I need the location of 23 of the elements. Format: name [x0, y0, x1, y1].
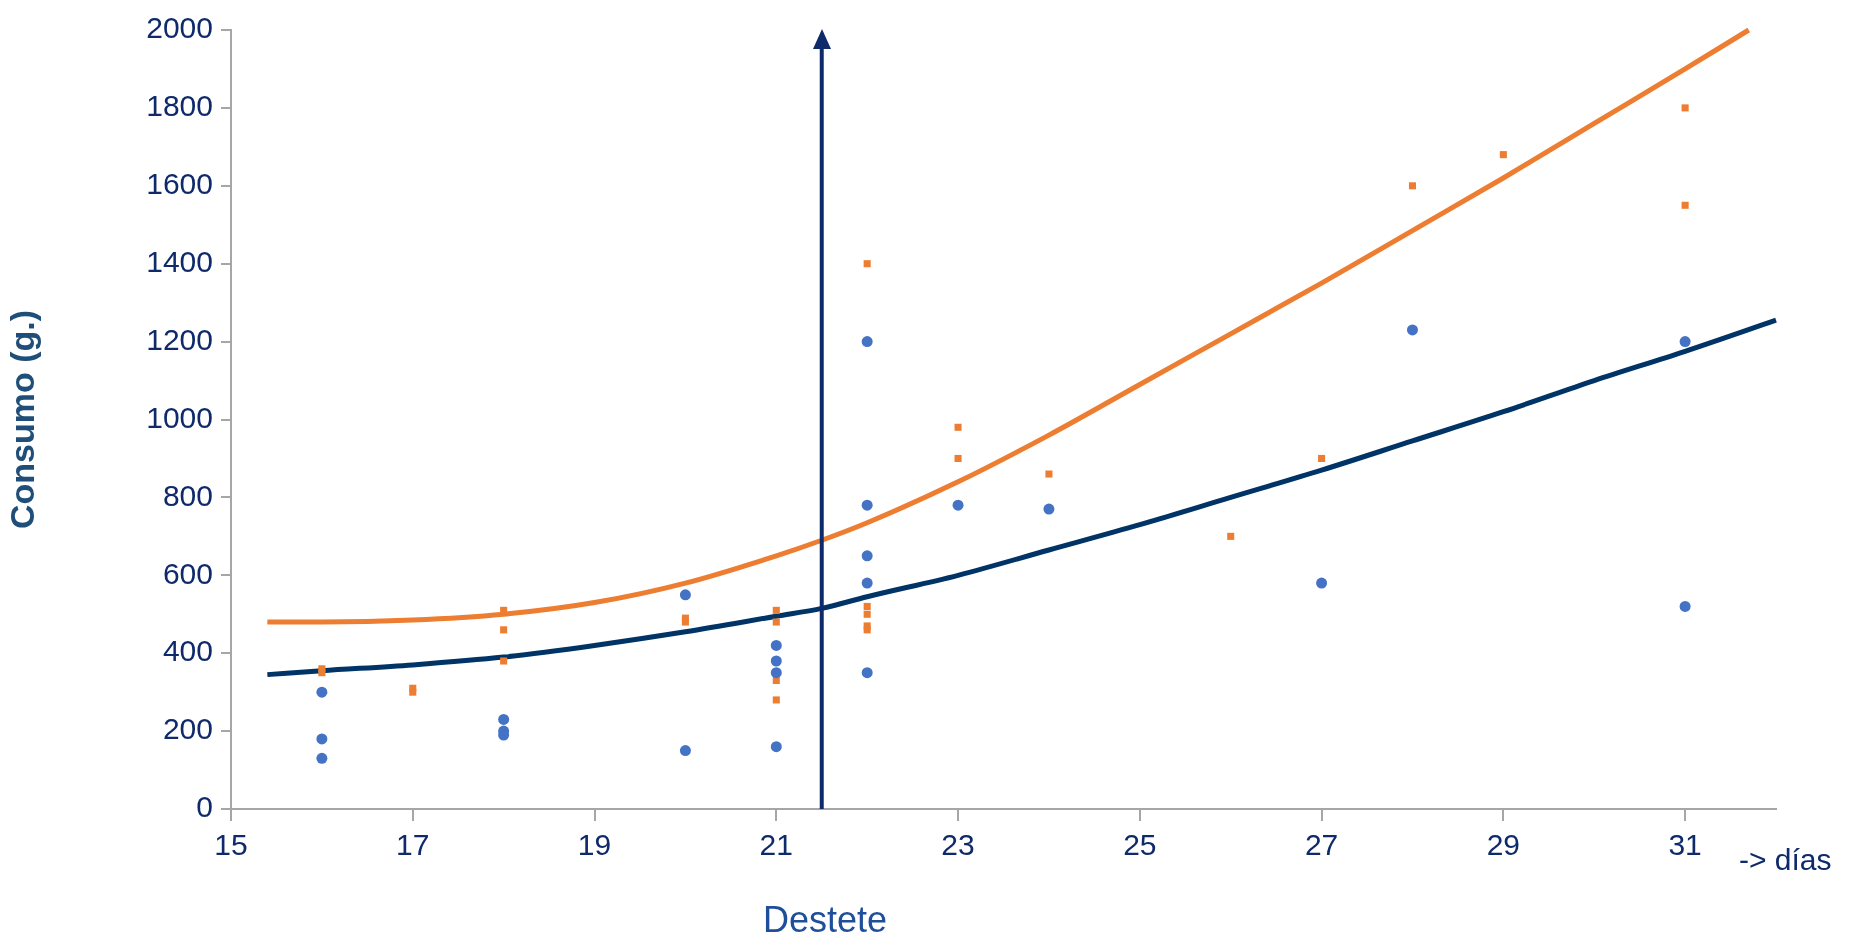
x-tick-label: 23	[941, 828, 975, 862]
x-tick-label: 27	[1304, 828, 1339, 862]
x-tick-label: 31	[1668, 828, 1702, 862]
y-tick-label: 200	[162, 712, 213, 746]
y-tick-label: 0	[196, 790, 213, 824]
y-tick-label: 1000	[146, 400, 213, 434]
y-tick-label: 600	[162, 556, 213, 590]
text: Destete	[762, 898, 888, 940]
y-tick-label: 800	[162, 478, 213, 512]
x-axis-title: -> días	[1739, 843, 1832, 877]
x-tick-label: 19	[577, 828, 612, 862]
x-tick-label: 25	[1123, 828, 1157, 862]
y-tick-label: 400	[162, 634, 213, 668]
x-tick-label: 17	[396, 828, 430, 862]
x-tick-label: 15	[214, 828, 248, 862]
x-tick-label: 21	[759, 828, 793, 862]
y-tick-label: 1600	[146, 167, 213, 201]
x-tick-label: 29	[1486, 828, 1521, 862]
y-tick-label: 1200	[146, 322, 213, 356]
y-axis-title: Consumo (g.)	[2, 309, 41, 530]
y-tick-label: 1400	[146, 244, 213, 278]
y-tick-label: 2000	[146, 11, 213, 45]
y-tick-label: 1800	[146, 89, 213, 123]
